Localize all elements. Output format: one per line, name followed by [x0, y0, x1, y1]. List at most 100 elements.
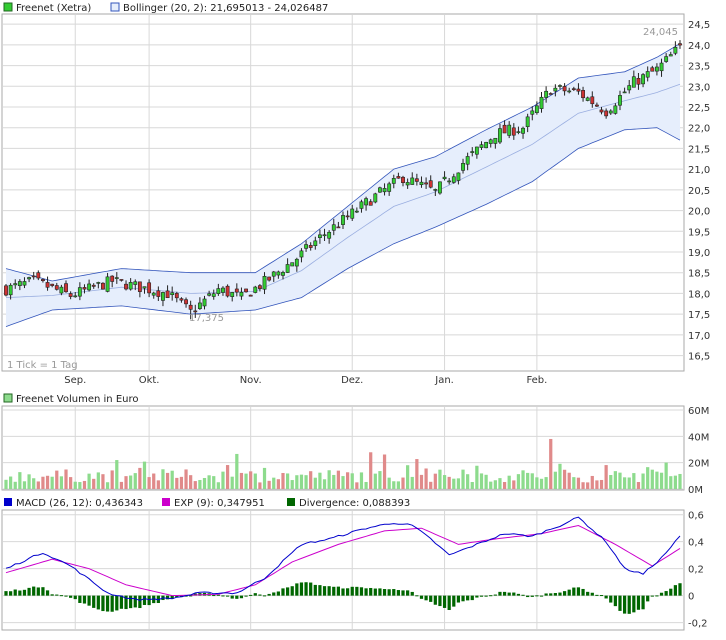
legend-swatch-volume [3, 393, 13, 403]
volume-bar [73, 481, 77, 489]
volume-bar [244, 473, 248, 489]
divergence-bar [50, 594, 54, 596]
volume-tick-label: 60M [688, 406, 709, 417]
divergence-bar [470, 595, 474, 601]
candle-body [585, 97, 590, 101]
volume-bar [36, 481, 40, 489]
volume-bar [207, 475, 211, 489]
volume-bar [355, 482, 359, 489]
bollinger-fill [6, 43, 680, 327]
candle-body [488, 139, 493, 144]
candle-body [622, 91, 627, 94]
volume-bar [281, 472, 285, 489]
divergence-bar [604, 595, 608, 599]
candle-body [257, 285, 262, 289]
candle-body [516, 131, 521, 133]
volume-bar [678, 473, 682, 489]
divergence-bar [516, 593, 521, 596]
macd-legend: MACD (26, 12): 0,436343 EXP (9): 0,34795… [4, 498, 410, 509]
candle-body [179, 298, 184, 301]
candle-body [553, 87, 558, 92]
divergence-bar [410, 591, 414, 596]
volume-bar [346, 472, 350, 489]
divergence-bar [124, 595, 128, 610]
candle-body [419, 181, 424, 186]
candle-body [442, 176, 447, 180]
volume-bar [410, 476, 414, 489]
volume-bar [392, 481, 396, 489]
divergence-bar [512, 592, 516, 596]
candle-body [502, 124, 507, 134]
divergence-bar [87, 595, 91, 606]
divergence-bar [216, 594, 220, 596]
candle-body [110, 275, 115, 282]
candle-body [530, 110, 535, 115]
volume-bar [124, 476, 128, 489]
divergence-bar [9, 591, 13, 596]
divergence-bar [341, 588, 345, 596]
candle-body [281, 272, 285, 276]
volume-bar [198, 479, 202, 489]
divergence-bar [27, 587, 31, 596]
macd-panel-frame [1, 509, 685, 631]
volume-bar [175, 477, 179, 489]
volume-bar [318, 472, 322, 489]
candle-body [87, 283, 92, 291]
candlestick-series [4, 40, 682, 320]
volume-bar [618, 472, 622, 489]
volume-bar [309, 471, 313, 489]
divergence-bar [442, 595, 447, 608]
candle-body [631, 76, 636, 88]
divergence-bar [535, 595, 539, 597]
month-label: Jan. [434, 375, 454, 386]
candle-body [364, 198, 368, 206]
volume-bar [406, 465, 410, 489]
price-tick-label: 23,5 [688, 62, 710, 73]
candle-body [45, 282, 50, 288]
divergence-bar [622, 595, 627, 614]
candle-body [525, 116, 530, 128]
volume-bar [299, 474, 304, 489]
volume-bar [101, 474, 105, 489]
divergence-bar [110, 595, 114, 612]
divergence-bar [299, 582, 304, 596]
candle-body [77, 287, 82, 297]
candle-body [396, 176, 401, 179]
divergence-bar [355, 586, 359, 596]
candle-body [68, 293, 73, 297]
candle-body [498, 128, 502, 143]
volume-bar [369, 452, 373, 489]
volume-bar [253, 473, 257, 489]
divergence-bar [382, 589, 387, 596]
volume-bar [396, 481, 401, 489]
divergence-bar [32, 586, 36, 596]
volume-bar [129, 475, 133, 489]
volume-bar [512, 480, 516, 489]
divergence-bar [461, 595, 465, 602]
volume-bar [387, 477, 391, 489]
legend-swatch-exp [162, 498, 170, 506]
candle-body [253, 286, 258, 293]
divergence-bar [392, 589, 396, 596]
price-tick-label: 21,0 [688, 165, 710, 176]
divergence-bar [521, 594, 525, 596]
divergence-bar [586, 591, 590, 596]
legend-exp-label: EXP (9): 0,347951 [174, 498, 265, 509]
candle-body [304, 244, 308, 249]
volume-bar [636, 482, 641, 489]
divergence-bar [429, 595, 433, 602]
candle-body [382, 188, 387, 193]
divergence-bar [115, 595, 119, 611]
divergence-bar [627, 595, 631, 614]
divergence-bar [530, 595, 534, 597]
volume-bar [212, 476, 216, 489]
candle-body [188, 304, 193, 310]
price-tick-label: 24,5 [688, 20, 710, 31]
max-value-label: 24,045 [643, 27, 678, 38]
volume-bar [604, 465, 608, 489]
price-tick-label: 18,0 [688, 289, 710, 300]
volume-bar [535, 477, 539, 489]
volume-bar [378, 471, 382, 489]
candle-body [17, 281, 22, 287]
price-tick-label: 24,0 [688, 41, 710, 52]
